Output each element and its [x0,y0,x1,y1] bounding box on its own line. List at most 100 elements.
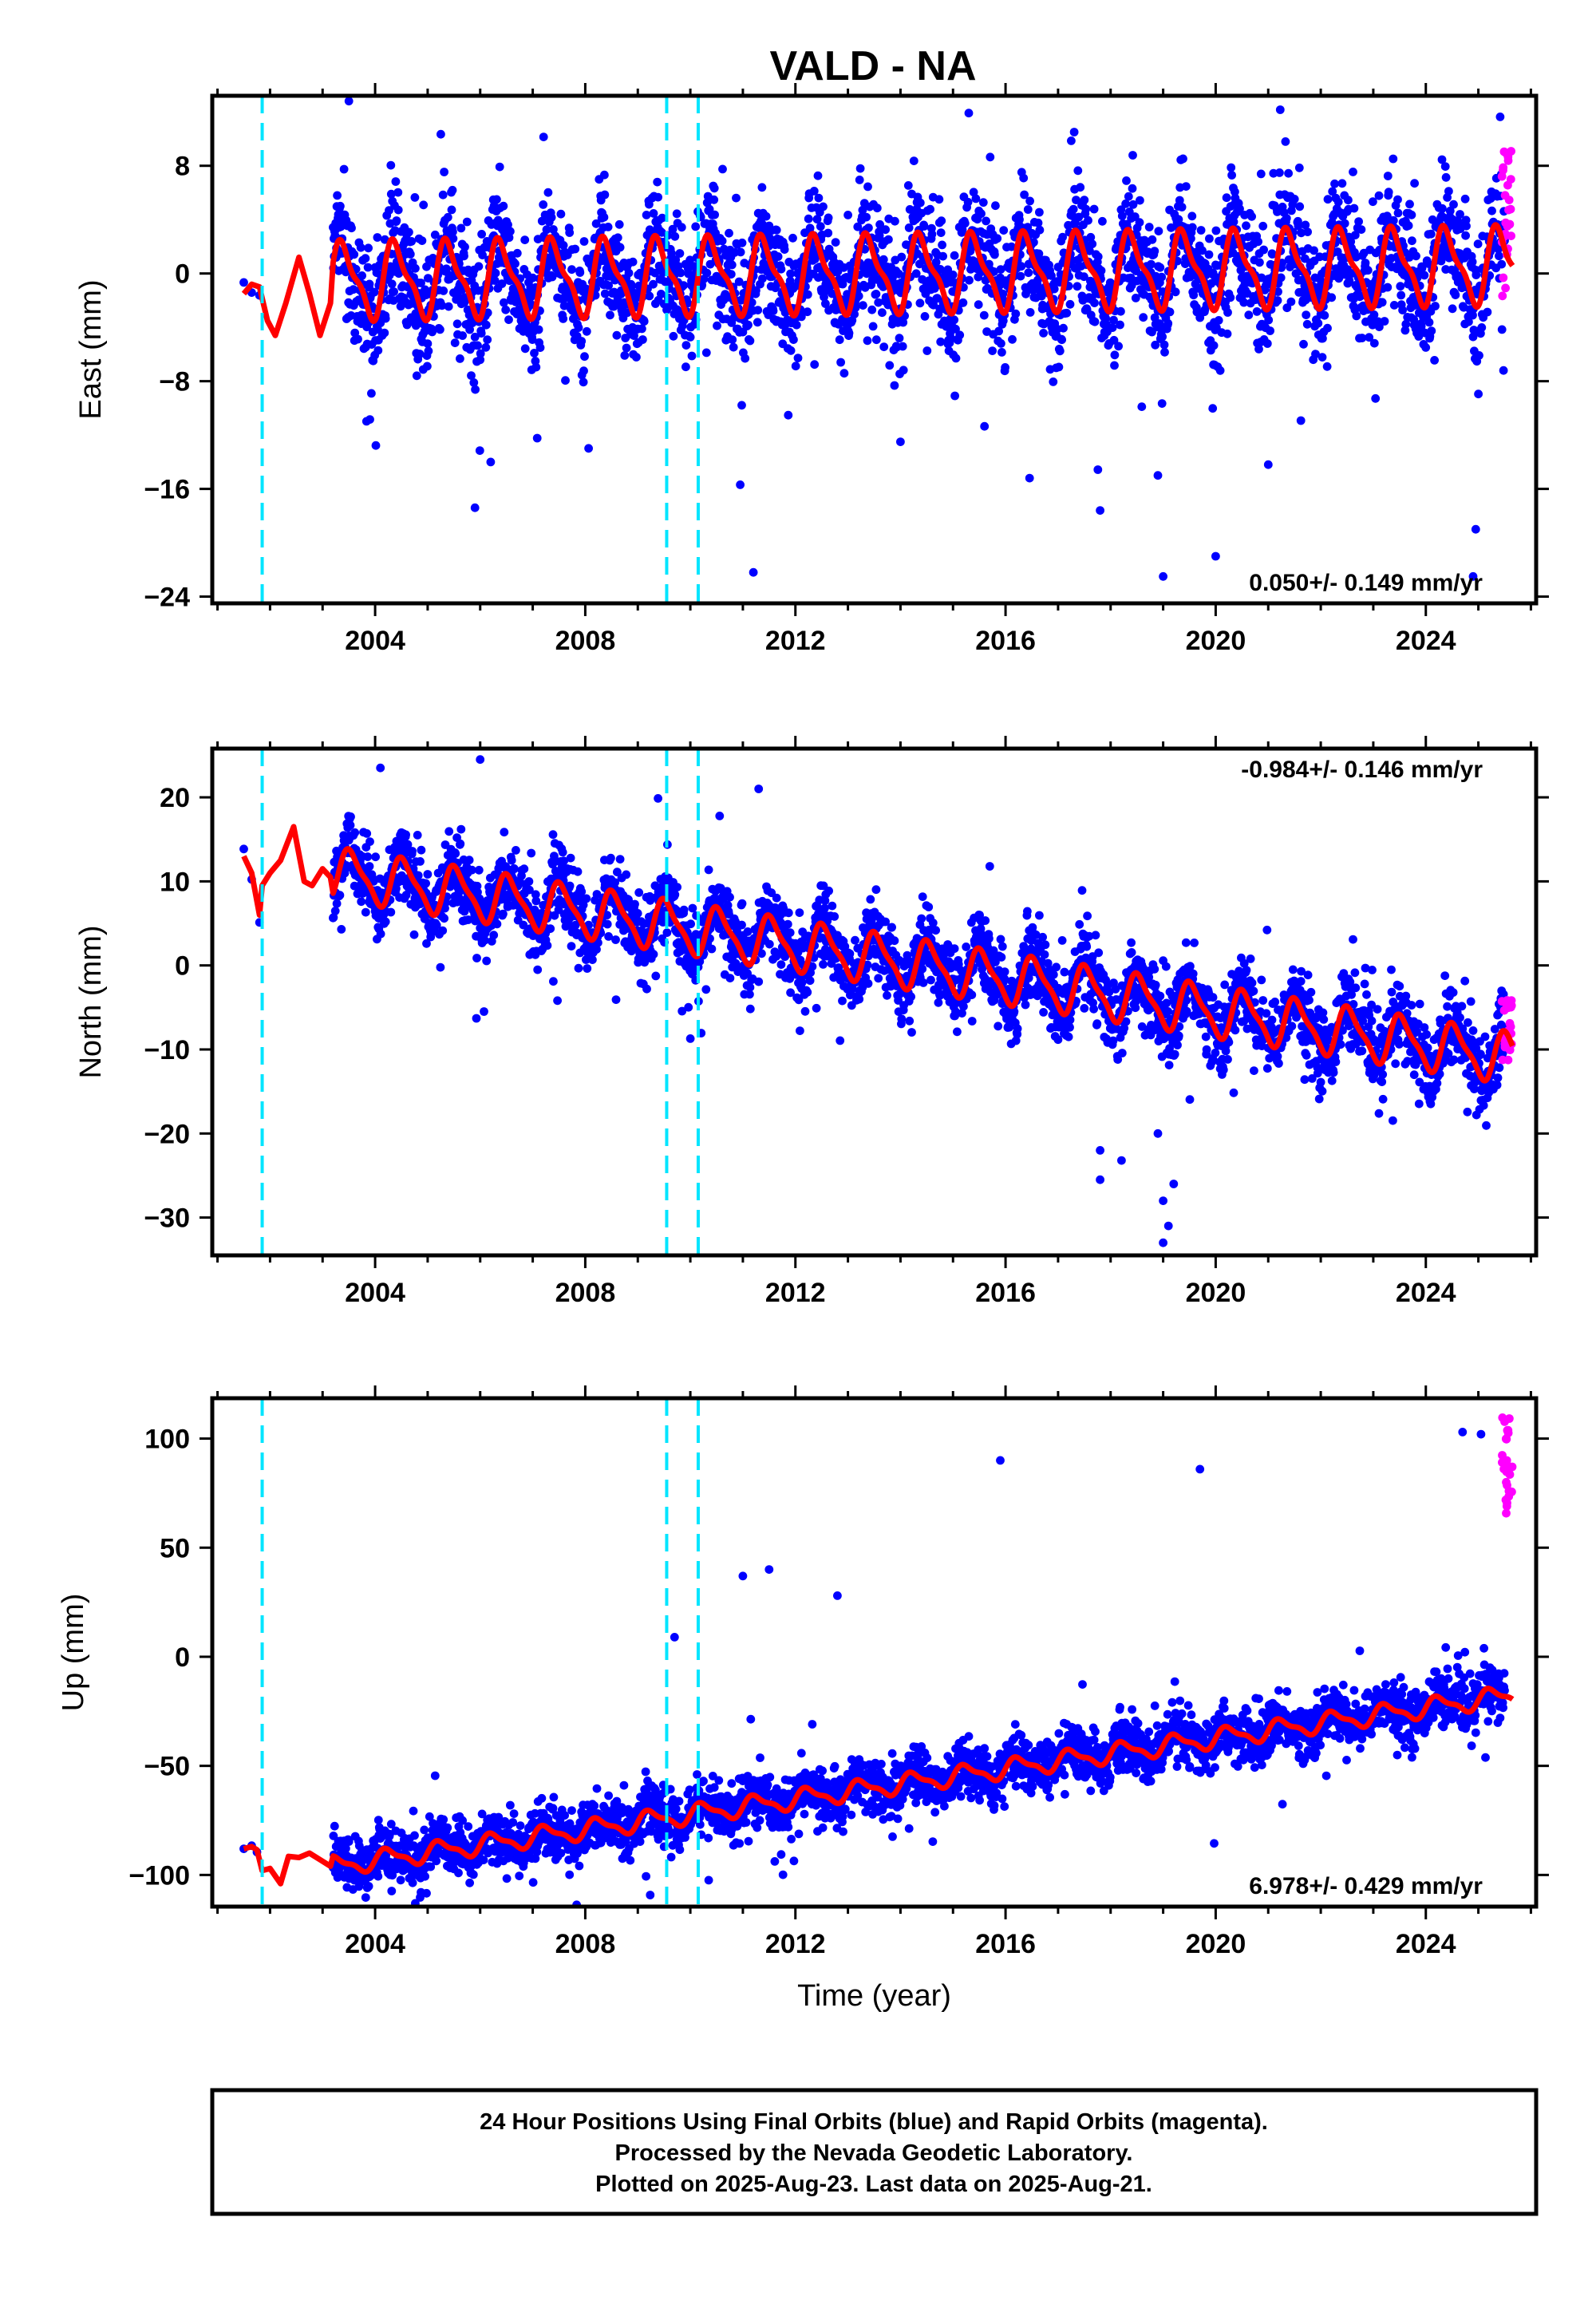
final-point [504,220,512,229]
final-point [734,277,744,287]
final-point [1231,187,1239,196]
final-point [1090,317,1100,326]
final-point [542,225,551,235]
final-point [561,376,570,385]
final-point [364,243,373,253]
final-point [437,301,447,310]
final-point [365,862,374,871]
final-point [1460,194,1470,204]
final-point [491,268,500,278]
final-point [1085,246,1094,255]
final-point [1062,308,1072,318]
final-point [1214,316,1223,325]
final-point [632,353,641,362]
final-point [686,919,695,929]
final-point [1487,206,1496,215]
final-point [615,243,625,252]
final-point [500,828,509,837]
rapid-point [1501,218,1511,227]
final-point [1426,229,1436,239]
final-point [786,269,795,279]
final-point [474,865,484,875]
final-point [883,990,891,1000]
final-point [1235,204,1244,214]
outlier-point [896,437,905,446]
final-point [1080,272,1088,282]
final-point [950,944,959,953]
final-point [330,907,340,915]
final-point [915,198,925,207]
final-point [559,856,568,866]
final-point [423,339,433,348]
final-point [1093,465,1103,474]
final-point [533,965,543,974]
final-point [1208,404,1218,413]
final-point [1025,196,1034,206]
final-point [1177,203,1187,211]
final-point [1252,307,1262,316]
final-point [456,223,466,233]
final-point [1093,252,1103,261]
final-point [649,279,658,289]
final-point [1124,207,1134,216]
x-tick-label: 2024 [1396,626,1456,656]
final-point [386,160,396,170]
final-point [1255,258,1264,267]
final-point [1389,215,1398,225]
final-point [630,899,639,909]
final-point [448,234,458,243]
final-point [454,292,463,302]
final-point [490,276,500,285]
outlier-point [344,97,354,106]
final-point [389,287,398,296]
final-point [863,979,873,988]
final-point [1207,279,1216,288]
final-point [387,279,397,289]
final-point [1059,323,1068,333]
final-point [1444,187,1453,196]
panel-north: 2004 2008 2012 2016 2020 202420100−10−20−30No… [74,736,1549,1308]
final-point [1198,246,1207,255]
final-point [772,893,781,903]
final-point [729,342,738,352]
final-point [478,251,487,259]
final-point [577,337,587,346]
final-point [543,941,552,951]
final-point [1001,363,1009,372]
outlier-point [1096,506,1104,515]
final-point [830,912,839,921]
final-point [884,235,893,244]
outlier-point [1159,571,1167,581]
final-point [885,361,895,370]
final-point [1074,212,1084,222]
final-point [854,291,863,301]
final-point [816,222,825,231]
final-point [1302,319,1312,329]
final-point [1349,168,1357,176]
final-point [951,354,961,363]
final-point [855,164,865,173]
rapid-point [1506,204,1515,214]
final-point [329,913,338,922]
final-point [1282,303,1292,313]
final-point [670,890,680,899]
final-point [1049,377,1058,386]
final-point [824,886,833,895]
final-point [422,262,431,271]
final-point [1073,166,1083,176]
final-point [936,337,946,346]
final-point [838,996,847,1006]
final-point [753,318,762,327]
final-point [472,954,481,962]
final-point [845,949,855,958]
final-point [653,177,662,187]
final-point [1371,393,1381,403]
final-point [1089,204,1099,214]
final-point [668,224,678,234]
final-point [582,894,591,903]
final-point [1017,262,1026,271]
final-point [672,209,681,219]
final-point [784,908,793,918]
final-point [556,209,566,219]
final-point [448,227,457,236]
